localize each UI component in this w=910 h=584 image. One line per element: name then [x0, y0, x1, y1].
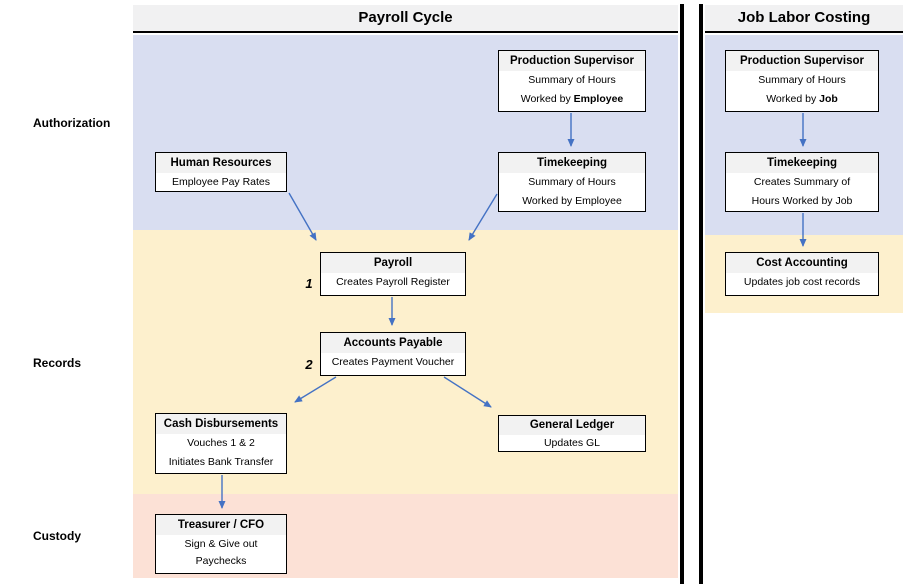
box-title: Treasurer / CFO	[156, 515, 286, 535]
box-line: Creates Summary of	[753, 176, 851, 188]
box-title: Accounts Payable	[321, 333, 465, 353]
step-number-2: 2	[305, 357, 313, 372]
box-line: Hours Worked by Job	[751, 195, 853, 207]
box-production-supervisor-payroll: Production Supervisor Summary of Hours W…	[498, 50, 646, 112]
box-line: Initiates Bank Transfer	[168, 456, 274, 468]
box-general-ledger: General Ledger Updates GL	[498, 415, 646, 452]
box-accounts-payable: Accounts Payable Creates Payment Voucher	[320, 332, 466, 376]
box-line: Creates Payroll Register	[336, 276, 450, 288]
box-cash-disbursements: Cash Disbursements Vouches 1 & 2 Initiat…	[155, 413, 287, 474]
box-line: Summary of Hours	[528, 74, 616, 86]
box-line: Paychecks	[195, 555, 247, 567]
box-line: Worked by Employee	[522, 195, 622, 207]
box-treasurer-cfo: Treasurer / CFO Sign & Give out Paycheck…	[155, 514, 287, 574]
box-line: Vouches 1 & 2	[187, 437, 255, 449]
box-title: Timekeeping	[726, 153, 878, 173]
box-title: Cash Disbursements	[156, 414, 286, 434]
payroll-cycle-header: Payroll Cycle	[133, 5, 678, 33]
box-human-resources: Human Resources Employee Pay Rates	[155, 152, 287, 192]
box-title: Human Resources	[156, 153, 286, 173]
box-line: Worked by Employee	[520, 93, 624, 105]
divider-bar-right	[699, 4, 703, 584]
box-line: Employee Pay Rates	[171, 176, 271, 188]
box-title: Production Supervisor	[499, 51, 645, 71]
swimlane-label-authorization: Authorization	[33, 116, 111, 130]
box-timekeeping-payroll: Timekeeping Summary of Hours Worked by E…	[498, 152, 646, 212]
box-line: Worked by Job	[766, 93, 838, 105]
job-labor-costing-header: Job Labor Costing	[705, 5, 903, 33]
box-line: Creates Payment Voucher	[331, 356, 455, 368]
box-cost-accounting: Cost Accounting Updates job cost records	[725, 252, 879, 296]
box-title: Production Supervisor	[726, 51, 878, 71]
swimlane-label-custody: Custody	[33, 529, 81, 543]
box-title: General Ledger	[499, 416, 645, 435]
step-number-1: 1	[305, 276, 313, 291]
box-timekeeping-job: Timekeeping Creates Summary of Hours Wor…	[725, 152, 879, 212]
box-payroll: Payroll Creates Payroll Register	[320, 252, 466, 296]
box-title: Cost Accounting	[726, 253, 878, 273]
box-production-supervisor-job: Production Supervisor Summary of Hours W…	[725, 50, 879, 112]
box-line: Summary of Hours	[758, 74, 846, 86]
box-line: Updates GL	[543, 437, 601, 449]
swimlane-label-records: Records	[33, 356, 82, 370]
box-line: Summary of Hours	[528, 176, 616, 188]
box-line: Updates job cost records	[743, 276, 861, 288]
divider-bar-left	[680, 4, 684, 584]
box-line: Sign & Give out	[184, 538, 258, 550]
box-title: Payroll	[321, 253, 465, 273]
box-title: Timekeeping	[499, 153, 645, 173]
